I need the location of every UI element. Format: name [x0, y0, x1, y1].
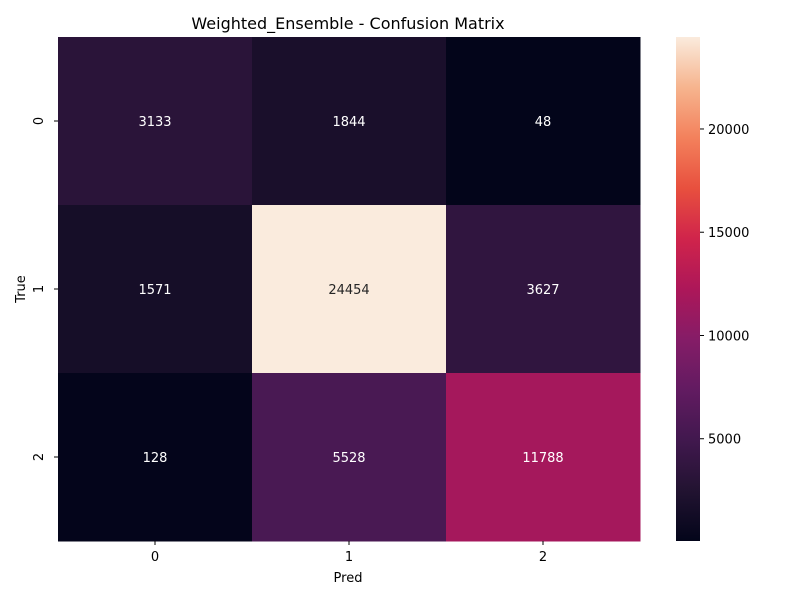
- x-tick-label: 2: [539, 550, 547, 565]
- colorbar-ticks: 5000 10000 15000 20000: [700, 123, 749, 448]
- y-tick-label: 2: [32, 453, 47, 461]
- cell-value-label: 1844: [332, 115, 365, 130]
- colorbar-tick-label: 10000: [708, 329, 749, 344]
- cell-value-label: 3627: [526, 283, 559, 298]
- heatmap-cell: [446, 373, 641, 542]
- y-axis-label: True: [14, 275, 29, 304]
- colorbar-tick-label: 20000: [708, 123, 749, 138]
- cell-value-label: 24454: [328, 283, 369, 298]
- cell-value-label: 3133: [138, 115, 171, 130]
- x-axis-ticks: 0 1 2: [151, 541, 547, 565]
- cell-value-label: 1571: [138, 283, 171, 298]
- y-tick-label: 1: [32, 285, 47, 293]
- heatmap-cell: [446, 205, 641, 374]
- heatmap-cell: [446, 37, 641, 206]
- colorbar-tick-label: 5000: [708, 433, 741, 448]
- heatmap-cells: 3133 1844 48 1571 24454 3627 128 5528 11788: [58, 37, 641, 542]
- heatmap-cell: [252, 205, 447, 374]
- y-axis-ticks: 0 1 2: [32, 117, 58, 461]
- colorbar: [676, 37, 700, 541]
- heatmap-cell: [58, 37, 253, 206]
- heatmap-cell: [252, 373, 447, 542]
- cell-value-label: 11788: [522, 451, 563, 466]
- cell-value-label: 48: [535, 115, 552, 130]
- x-axis-label: Pred: [334, 571, 363, 586]
- x-tick-label: 1: [345, 550, 353, 565]
- heatmap-cell: [58, 373, 253, 542]
- x-tick-label: 0: [151, 550, 159, 565]
- heatmap-cell: [58, 205, 253, 374]
- cell-value-label: 128: [143, 451, 168, 466]
- chart-title: Weighted_Ensemble - Confusion Matrix: [191, 14, 504, 34]
- colorbar-tick-label: 15000: [708, 226, 749, 241]
- cell-value-label: 5528: [332, 451, 365, 466]
- y-tick-label: 0: [32, 117, 47, 125]
- heatmap-cell: [252, 37, 447, 206]
